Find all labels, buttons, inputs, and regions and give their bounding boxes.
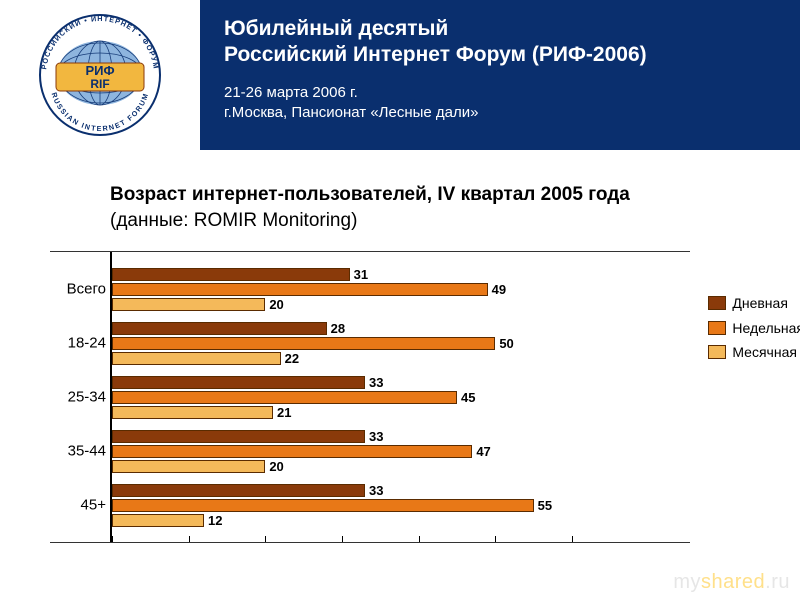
chart-title-bold: Возраст интернет-пользователей, IV кварт… — [110, 184, 630, 205]
x-tick — [265, 536, 266, 542]
bar — [112, 460, 265, 473]
header: РОССИЙСКИЙ • ИНТЕРНЕТ • ФОРУМ RUSSIAN IN… — [0, 0, 800, 150]
bar — [112, 283, 488, 296]
bar — [112, 430, 365, 443]
header-date: 21-26 марта 2006 г. — [224, 84, 358, 101]
legend-item: Месячная — [708, 341, 800, 363]
watermark-shared: shared — [701, 571, 765, 593]
bar-value-label: 33 — [369, 430, 383, 443]
bar-value-label: 45 — [461, 391, 475, 404]
header-title: Юбилейный десятый Российский Интернет Фо… — [224, 16, 776, 69]
bar — [112, 445, 472, 458]
content: Возраст интернет-пользователей, IV кварт… — [0, 150, 800, 543]
legend-swatch — [708, 345, 726, 359]
title-box: Юбилейный десятый Российский Интернет Фо… — [200, 0, 800, 150]
y-label: 35-44 — [68, 443, 112, 460]
header-place: г.Москва, Пансионат «Лесные дали» — [224, 104, 479, 121]
legend: Дневная НедельнаяМесячная — [708, 292, 800, 365]
bar-value-label: 55 — [538, 499, 552, 512]
x-tick — [495, 536, 496, 542]
chart-title-source: (данные: ROMIR Monitoring) — [110, 210, 357, 231]
header-subtitle: 21-26 марта 2006 г. г.Москва, Пансионат … — [224, 83, 776, 124]
bar — [112, 322, 327, 335]
header-title-line2: Российский Интернет Форум (РИФ-2006) — [224, 43, 647, 66]
watermark-ru: .ru — [765, 571, 790, 593]
bar — [112, 406, 273, 419]
legend-item: Дневная — [708, 292, 800, 314]
bar — [112, 514, 204, 527]
legend-swatch — [708, 296, 726, 310]
header-title-line1: Юбилейный десятый — [224, 17, 448, 40]
bar — [112, 337, 495, 350]
rif-logo-icon: РОССИЙСКИЙ • ИНТЕРНЕТ • ФОРУМ RUSSIAN IN… — [20, 5, 180, 145]
bar-value-label: 47 — [476, 445, 490, 458]
bar-value-label: 22 — [285, 352, 299, 365]
x-tick — [572, 536, 573, 542]
x-tick — [419, 536, 420, 542]
watermark-my: my — [673, 571, 701, 593]
bar-value-label: 12 — [208, 514, 222, 527]
logo: РОССИЙСКИЙ • ИНТЕРНЕТ • ФОРУМ RUSSIAN IN… — [0, 0, 200, 150]
bar — [112, 268, 350, 281]
x-tick — [189, 536, 190, 542]
bar — [112, 391, 457, 404]
bar — [112, 484, 365, 497]
bar-value-label: 31 — [354, 268, 368, 281]
bar — [112, 352, 281, 365]
legend-label: Дневная — [732, 292, 788, 314]
y-label: 18-24 — [68, 335, 112, 352]
watermark: myshared.ru — [673, 571, 790, 594]
legend-swatch — [708, 321, 726, 335]
y-label: Всего — [67, 281, 112, 298]
bar-value-label: 33 — [369, 376, 383, 389]
chart: Всего 31 49 20 18-24 28 50 22 25-34 33 45 21 35-44 33… — [50, 251, 690, 543]
legend-item: Недельная — [708, 317, 800, 339]
y-label: 45+ — [81, 497, 112, 514]
plot-area: Всего31492018-2428502225-3433452135-4433… — [110, 252, 572, 542]
x-tick — [342, 536, 343, 542]
logo-text-cyr: РИФ — [85, 63, 114, 78]
y-label: 25-34 — [68, 389, 112, 406]
bar-value-label: 49 — [492, 283, 506, 296]
bar-value-label: 21 — [277, 406, 291, 419]
bar — [112, 298, 265, 311]
legend-label: Месячная — [732, 341, 797, 363]
chart-title: Возраст интернет-пользователей, IV кварт… — [110, 182, 760, 233]
bar-value-label: 20 — [269, 460, 283, 473]
legend-label: Недельная — [732, 317, 800, 339]
logo-text-lat: RIF — [90, 77, 109, 91]
bar — [112, 499, 534, 512]
x-tick — [112, 536, 113, 542]
bar-value-label: 20 — [269, 298, 283, 311]
bar-value-label: 28 — [331, 322, 345, 335]
bar-value-label: 50 — [499, 337, 513, 350]
bar-value-label: 33 — [369, 484, 383, 497]
bar — [112, 376, 365, 389]
